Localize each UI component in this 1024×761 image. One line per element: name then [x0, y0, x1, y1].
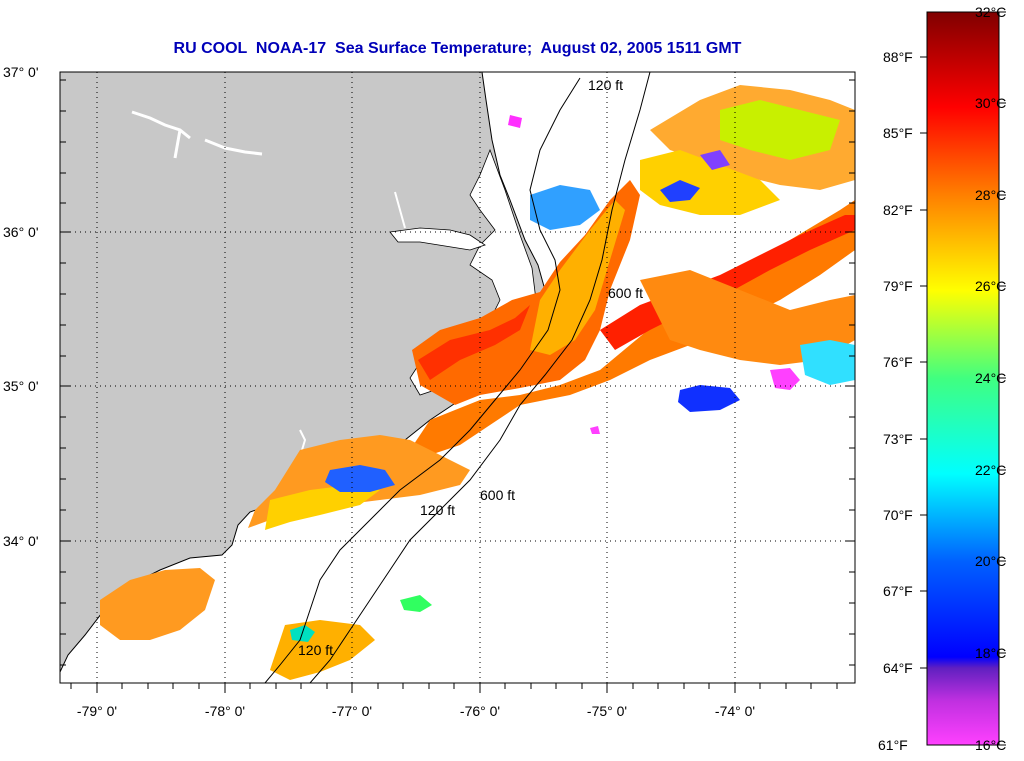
- lon-label: -75° 0': [587, 703, 627, 719]
- contour-labels: 120 ft 600 ft 120 ft 600 ft 120 ft: [298, 77, 643, 658]
- lon-label: -77° 0': [332, 703, 372, 719]
- lon-label: -79° 0': [77, 703, 117, 719]
- fahrenheit-label: 76°F: [883, 354, 913, 370]
- celsius-label: 16°C: [975, 737, 1006, 753]
- celsius-label: 32°C: [975, 4, 1006, 20]
- map-title: RU COOL NOAA-17 Sea Surface Temperature;…: [173, 40, 742, 57]
- map-frame: [59, 71, 856, 684]
- fahrenheit-label: 88°F: [883, 49, 913, 65]
- celsius-label: 18°C: [975, 645, 1006, 661]
- celsius-label: 30°C: [975, 95, 1006, 111]
- albemarle-sound: [389, 227, 486, 251]
- depth-contours: [264, 72, 651, 683]
- contour-label-120: 120 ft: [588, 77, 623, 93]
- celsius-label: 26°C: [975, 278, 1006, 294]
- contour-label-600b: 600 ft: [480, 487, 515, 503]
- lat-label: 34° 0': [3, 533, 39, 549]
- fahrenheit-label: 70°F: [883, 507, 913, 523]
- lon-label: -76° 0': [460, 703, 500, 719]
- celsius-label: 20°C: [975, 553, 1006, 569]
- colorbar-gradient: [926, 11, 1000, 746]
- axis-ticks: [60, 79, 855, 693]
- fahrenheit-label: 73°F: [883, 431, 913, 447]
- colorbar: 32°C 30°C 28°C 26°C 24°C 22°C 20°C 18°C …: [878, 4, 1006, 753]
- celsius-label: 28°C: [975, 187, 1006, 203]
- graticule: [60, 72, 855, 683]
- contour-label-120c: 120 ft: [298, 642, 333, 658]
- river-branch: [299, 191, 406, 451]
- fahrenheit-label: 79°F: [883, 278, 913, 294]
- longitude-labels: -79° 0' -78° 0' -77° 0' -76° 0' -75° 0' …: [77, 703, 755, 719]
- contour-label-120b: 120 ft: [420, 502, 455, 518]
- latitude-labels: 37° 0' 36° 0' 35° 0' 34° 0': [3, 64, 39, 549]
- river-inlet: [131, 110, 263, 159]
- fahrenheit-label: 85°F: [883, 125, 913, 141]
- celsius-label: 22°C: [975, 462, 1006, 478]
- lat-label: 37° 0': [3, 64, 39, 80]
- lat-label: 36° 0': [3, 224, 39, 240]
- lat-label: 35° 0': [3, 378, 39, 394]
- fahrenheit-label: 67°F: [883, 583, 913, 599]
- lon-label: -78° 0': [205, 703, 245, 719]
- fahrenheit-label: 61°F: [878, 737, 908, 753]
- celsius-label: 24°C: [975, 370, 1006, 386]
- sst-data: [100, 85, 855, 680]
- contour-label-600: 600 ft: [608, 285, 643, 301]
- fahrenheit-label: 64°F: [883, 660, 913, 676]
- fahrenheit-label: 82°F: [883, 202, 913, 218]
- lon-label: -74° 0': [715, 703, 755, 719]
